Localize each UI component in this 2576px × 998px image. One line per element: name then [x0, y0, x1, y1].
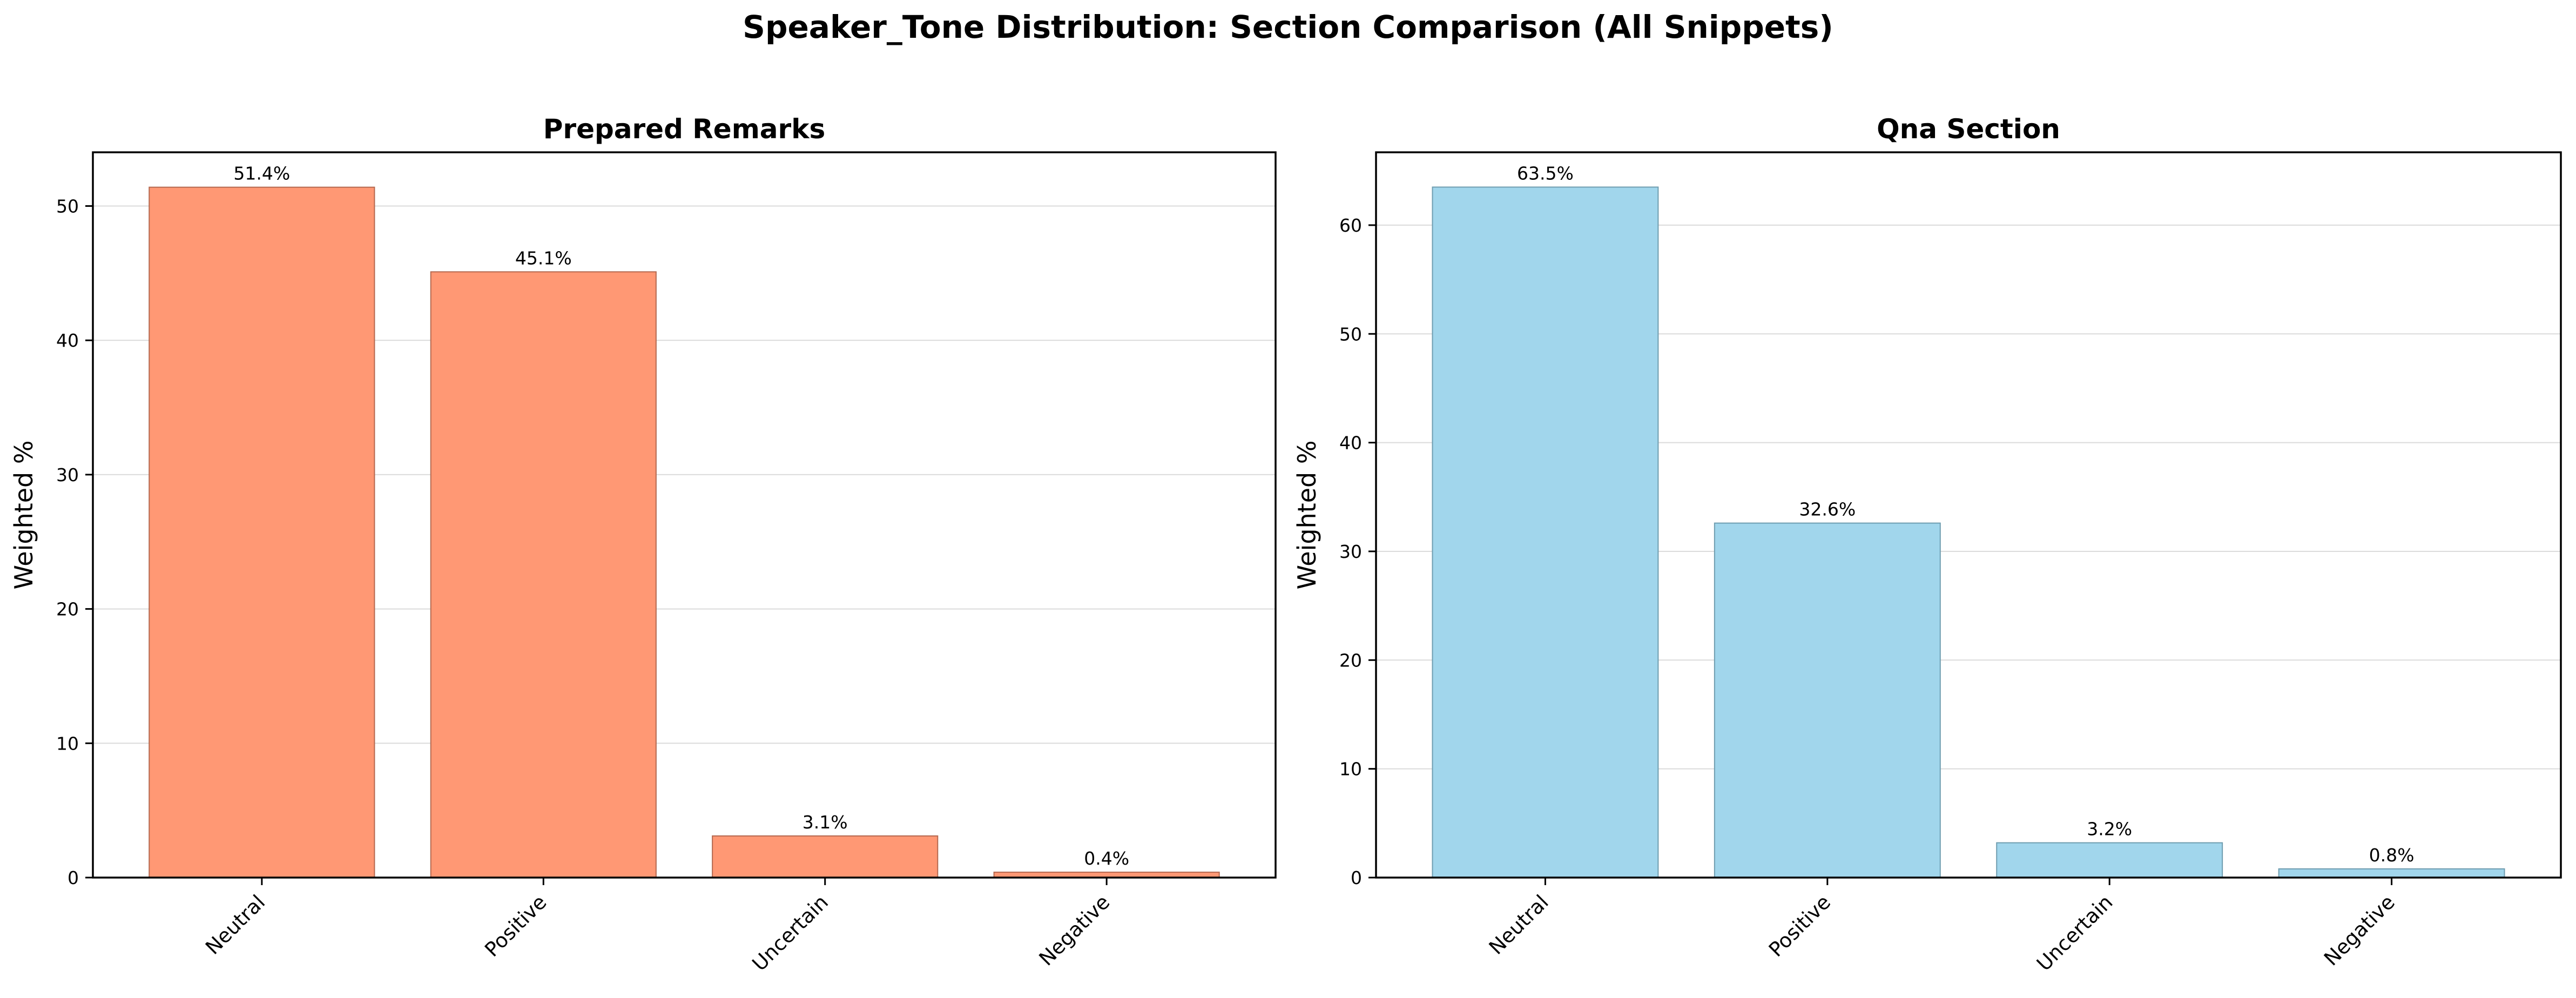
y-axis-label: Weighted % — [9, 440, 38, 589]
bar-positive — [430, 271, 657, 878]
panel-title: Qna Section — [1877, 113, 2060, 145]
bar-neutral — [149, 186, 375, 878]
value-label: 63.5% — [1517, 163, 1574, 184]
bars — [149, 186, 1220, 879]
y-tick-label: 10 — [1339, 759, 1362, 780]
y-tick-label: 30 — [1339, 541, 1362, 562]
y-tick-label: 0 — [68, 867, 79, 888]
value-label: 3.2% — [2087, 819, 2132, 840]
y-tick-label: 20 — [56, 599, 79, 620]
bar-uncertain — [712, 835, 939, 878]
value-label: 0.4% — [1084, 848, 1129, 869]
value-labels: 63.5% 32.6% 3.2% 0.8% — [1517, 163, 2414, 865]
bar-negative — [2278, 868, 2505, 879]
y-axis-label: Weighted % — [1292, 440, 1321, 589]
figure-title: Speaker_Tone Distribution: Section Compa… — [743, 9, 1833, 45]
value-label: 51.4% — [233, 163, 290, 184]
y-tick-label: 60 — [1339, 215, 1362, 236]
y-tick-label: 50 — [56, 195, 79, 217]
plot-frame — [92, 151, 1277, 879]
y-ticks: 0 10 20 30 40 50 60 — [1339, 215, 1376, 888]
y-tick-label: 20 — [1339, 650, 1362, 671]
y-tick-label: 10 — [56, 733, 79, 754]
y-ticks: 0 10 20 30 40 50 — [56, 195, 93, 888]
value-label: 0.8% — [2369, 845, 2415, 866]
y-tick-label: 30 — [56, 464, 79, 485]
y-tick-label: 40 — [1339, 433, 1362, 454]
y-tick-label: 50 — [1339, 323, 1362, 345]
bar-neutral — [1432, 186, 1659, 879]
value-label: 3.1% — [803, 812, 848, 833]
value-label: 32.6% — [1799, 499, 1856, 520]
y-tick-label: 40 — [56, 330, 79, 351]
bar-uncertain — [1996, 842, 2223, 879]
bar-positive — [1714, 522, 1941, 878]
value-label: 45.1% — [515, 247, 572, 268]
value-labels: 51.4% 45.1% 3.1% 0.4% — [233, 163, 1129, 869]
y-tick-label: 0 — [1351, 867, 1362, 888]
plot-frame — [1375, 151, 2562, 879]
panel-title: Prepared Remarks — [543, 113, 825, 145]
bars — [1432, 186, 2505, 879]
